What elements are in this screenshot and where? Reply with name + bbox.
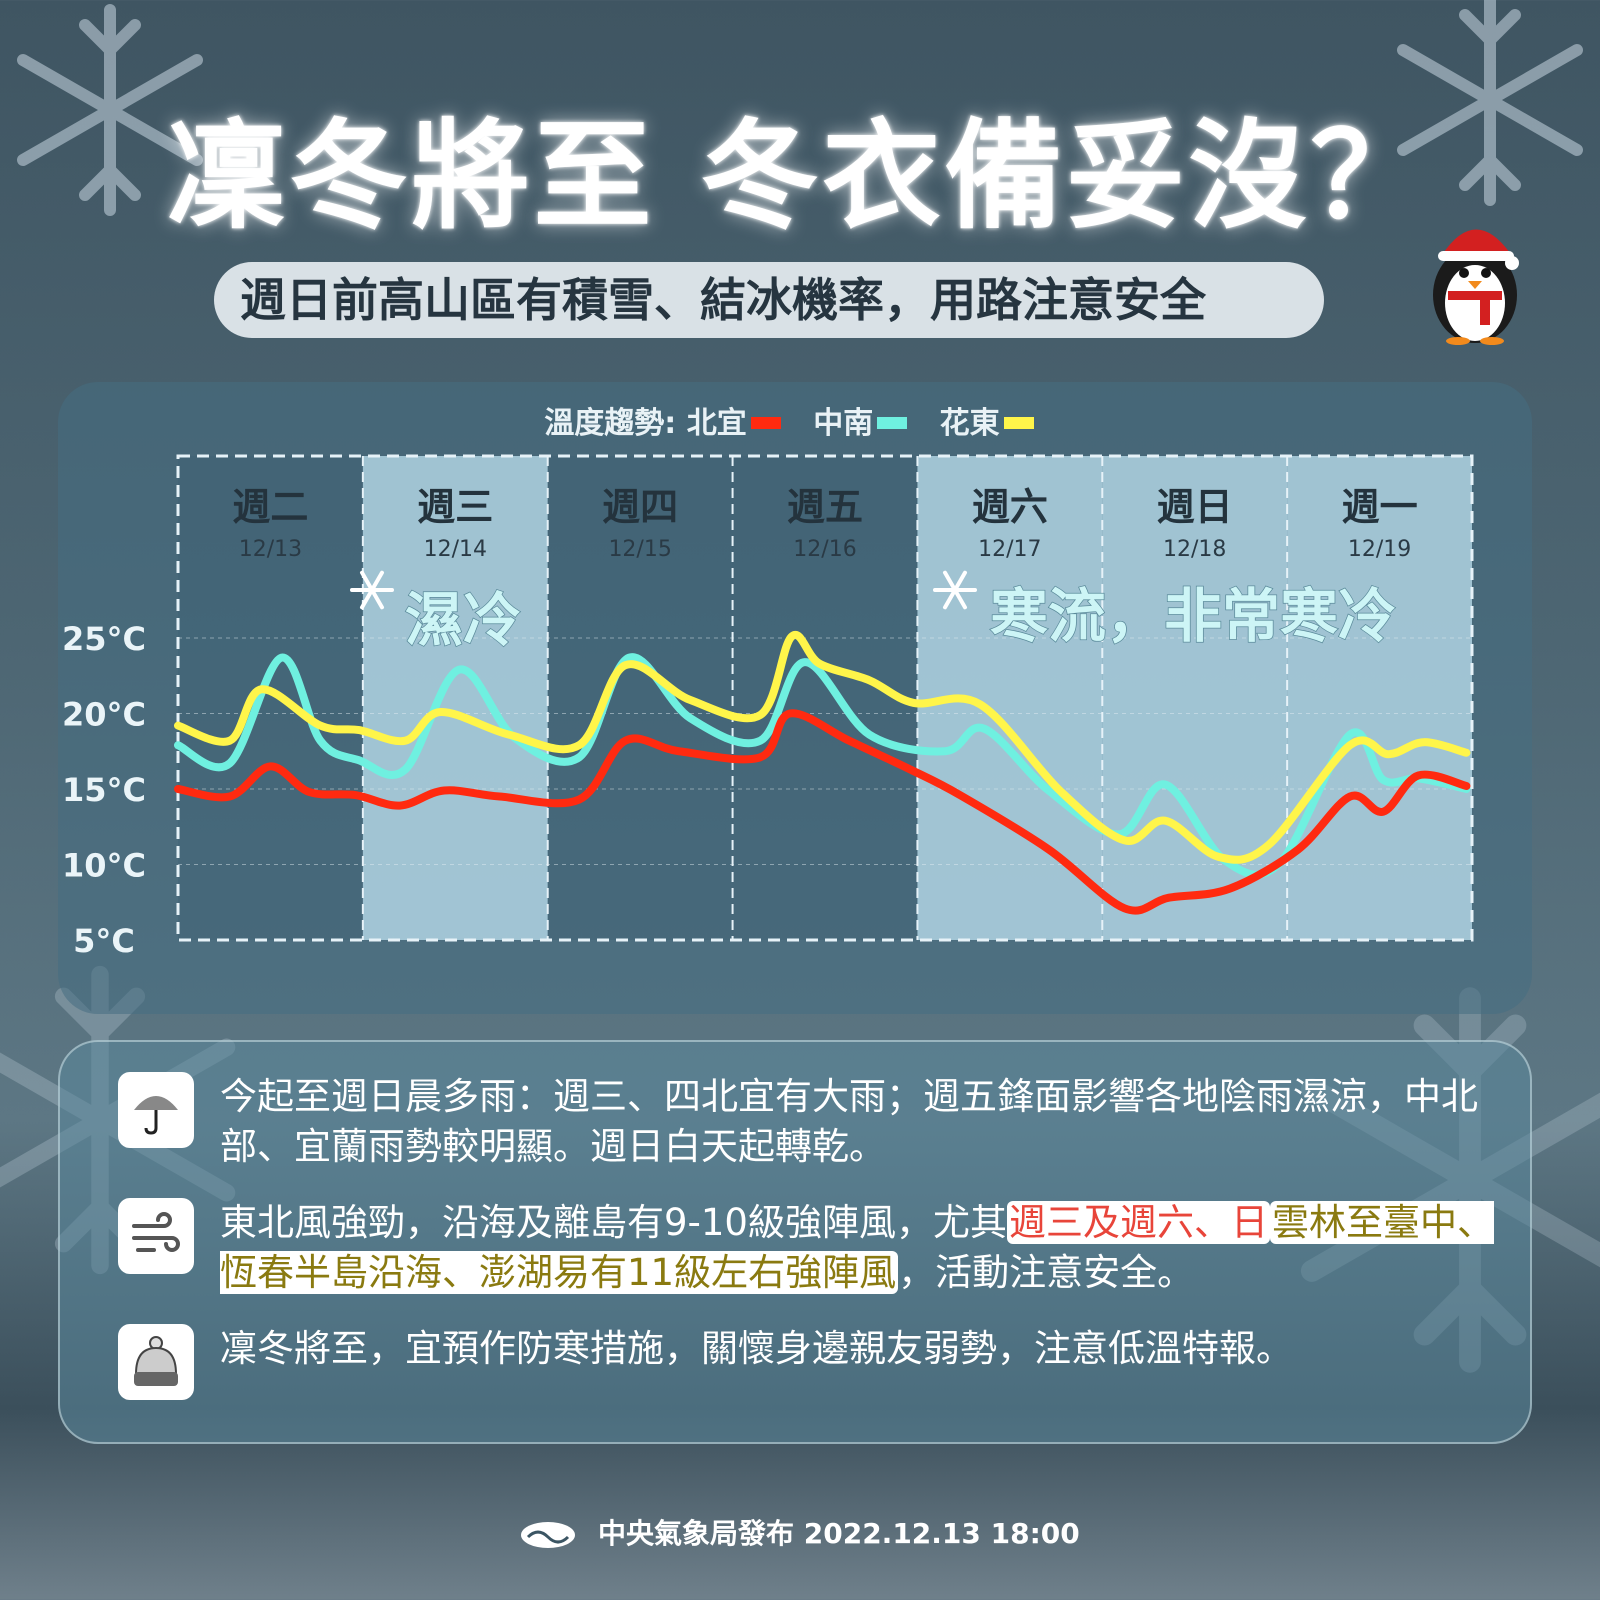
umbrella-icon	[118, 1072, 194, 1148]
snowflake-icon	[350, 570, 394, 610]
day-label: 週二	[232, 485, 308, 529]
footer-datetime: 2022.12.13 18:00	[803, 1517, 1080, 1550]
info-text: 凜冬將至，宜預作防寒措施，關懷身邊親友弱勢，注意低溫特報。	[220, 1324, 1510, 1374]
day-column	[178, 456, 363, 940]
info-text-part: 凜冬將至，宜預作防寒措施，關懷身邊親友弱勢，注意低溫特報。	[220, 1327, 1293, 1370]
y-tick-label: 25°C	[62, 620, 146, 658]
y-tick-label: 5°C	[73, 922, 135, 960]
annotation-label: 濕冷	[405, 586, 521, 654]
legend-item-zhongnan: 中南	[813, 406, 874, 441]
footer: 中央氣象局發布 2022.12.13 18:00	[0, 1512, 1600, 1552]
info-item: 凜冬將至，宜預作防寒措施，關懷身邊親友弱勢，注意低溫特報。	[118, 1324, 1510, 1400]
series-line-北宜	[174, 709, 1471, 915]
info-text-part: ，活動注意安全。	[898, 1251, 1195, 1294]
legend-item-huadong: 花東	[939, 406, 1000, 441]
snowflake-icon	[933, 570, 977, 610]
temperature-chart: 週二 12/13 週三 12/14 週四 12/15 週五 12/16 週六 12/17 週日 12/…	[62, 454, 1474, 960]
date-label: 12/16	[793, 537, 856, 562]
plot-frame	[176, 454, 1474, 942]
date-label: 12/14	[424, 537, 487, 562]
info-item: 東北風強勁，沿海及離島有9-10級強陣風，尤其週三及週六、日 雲林至臺中、恆春半島…	[118, 1198, 1510, 1298]
page-title: 凜冬將至 冬衣備妥沒？	[167, 107, 1433, 245]
day-column	[732, 456, 918, 940]
date-label: 12/13	[239, 537, 302, 562]
legend-swatch-huadong	[1003, 416, 1034, 429]
wind-icon	[118, 1198, 194, 1274]
day-label: 週一	[1342, 485, 1418, 529]
day-column	[547, 456, 733, 940]
info-panel: 今起至週日晨多雨：週三、四北宜有大雨；週五鋒面影響各地陰雨濕涼，中北部、宜蘭雨勢…	[58, 1040, 1532, 1444]
legend-swatch-zhongnan	[877, 416, 908, 429]
info-text-part: 今起至週日晨多雨：週三、四北宜有大雨；週五鋒面影響各地陰雨濕涼，中北部、宜蘭雨勢…	[220, 1075, 1478, 1168]
subtitle-bubble: 週日前高山區有積雪、結冰機率，用路注意安全	[214, 262, 1324, 338]
day-column	[1287, 456, 1472, 940]
date-label: 12/18	[1163, 537, 1226, 562]
y-tick-label: 20°C	[62, 696, 146, 734]
day-label: 週六	[972, 485, 1048, 529]
day-column	[362, 456, 548, 940]
footer-publisher: 中央氣象局發布	[597, 1517, 794, 1550]
info-text-part: 週三及週六、日	[1006, 1201, 1270, 1244]
y-tick-label: 10°C	[62, 847, 146, 885]
day-label: 週五	[787, 485, 863, 529]
info-item: 今起至週日晨多雨：週三、四北宜有大雨；週五鋒面影響各地陰雨濕涼，中北部、宜蘭雨勢…	[118, 1072, 1510, 1172]
legend-title: 溫度趨勢:	[544, 406, 677, 441]
info-text-part: 東北風強勁，沿海及離島有9-10級強陣風，尤其	[220, 1201, 1007, 1244]
y-tick-label: 15°C	[62, 771, 146, 809]
day-label: 週三	[417, 485, 493, 529]
date-label: 12/15	[608, 537, 671, 562]
annotation-label: 寒流，非常寒冷	[990, 582, 1396, 650]
penguin-mascot-icon	[1433, 229, 1519, 345]
info-text: 今起至週日晨多雨：週三、四北宜有大雨；週五鋒面影響各地陰雨濕涼，中北部、宜蘭雨勢…	[220, 1072, 1510, 1172]
info-text: 東北風強勁，沿海及離島有9-10級強陣風，尤其週三及週六、日 雲林至臺中、恆春半島…	[220, 1198, 1510, 1298]
cwb-logo-icon	[521, 1522, 576, 1548]
day-column	[1102, 456, 1288, 940]
legend-swatch-beiyi	[750, 416, 781, 429]
date-label: 12/17	[978, 537, 1041, 562]
day-label: 週四	[602, 485, 678, 529]
legend-item-beiyi: 北宜	[686, 406, 747, 441]
beanie-icon	[118, 1324, 194, 1400]
date-label: 12/19	[1348, 537, 1411, 562]
day-label: 週日	[1157, 485, 1233, 529]
chart-legend: 溫度趨勢: 北宜 中南 花東	[0, 398, 1600, 442]
series-line-花東	[174, 630, 1471, 864]
snowflake-decoration-icon	[17, 4, 203, 216]
